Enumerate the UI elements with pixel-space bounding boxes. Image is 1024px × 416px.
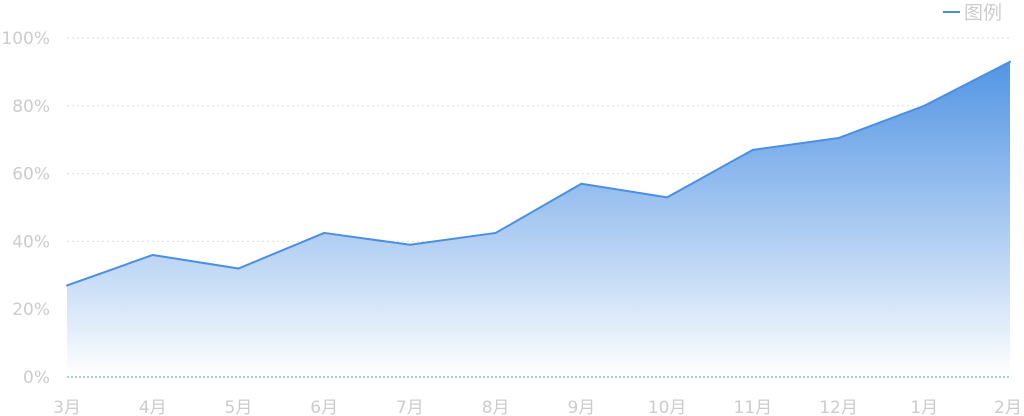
x-tick-label: 2月 <box>994 398 1022 416</box>
data-point <box>66 284 68 287</box>
data-point <box>323 231 326 234</box>
y-tick-label: 100% <box>1 29 50 49</box>
x-tick-label: 12月 <box>819 398 858 416</box>
y-tick-label: 20% <box>12 300 50 320</box>
data-points <box>66 60 1011 287</box>
y-tick-label: 60% <box>12 165 50 185</box>
x-axis-labels: 3月 4月 5月 6月 7月 8月 9月 10月 11月 12月 1月 2月 <box>53 398 1022 416</box>
y-axis-labels: 0% 20% 40% 60% 80% 100% <box>1 29 50 388</box>
x-tick-label: 8月 <box>482 398 510 416</box>
x-tick-label: 9月 <box>567 398 595 416</box>
data-point <box>837 137 840 140</box>
y-tick-label: 40% <box>12 232 50 252</box>
x-tick-label: 11月 <box>733 398 772 416</box>
data-point <box>580 182 583 185</box>
data-point <box>923 104 926 107</box>
data-point <box>666 196 669 199</box>
data-point <box>408 243 411 246</box>
y-tick-label: 0% <box>23 368 50 388</box>
series-line <box>66 60 1011 287</box>
legend-label: 图例 <box>964 2 1002 24</box>
data-point <box>151 253 154 256</box>
area-fill <box>67 61 1010 377</box>
x-tick-label: 4月 <box>139 398 167 416</box>
x-tick-label: 1月 <box>910 398 938 416</box>
data-point <box>237 267 240 270</box>
x-tick-label: 10月 <box>648 398 687 416</box>
data-point <box>751 148 754 151</box>
data-point <box>494 231 497 234</box>
data-point <box>1009 60 1011 63</box>
x-tick-label: 7月 <box>396 398 424 416</box>
x-tick-label: 6月 <box>310 398 338 416</box>
x-tick-label: 5月 <box>225 398 253 416</box>
y-tick-label: 80% <box>12 97 50 117</box>
x-tick-label: 3月 <box>53 398 81 416</box>
legend[interactable]: 图例 <box>943 2 1002 24</box>
